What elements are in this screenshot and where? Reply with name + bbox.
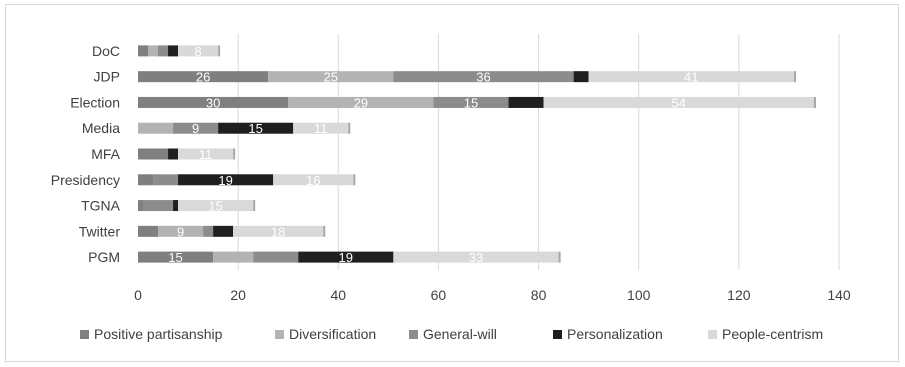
bar-segment [138,45,149,57]
data-label: 30 [206,95,220,110]
legend-swatch [275,330,284,339]
x-tick-label: 80 [531,287,547,303]
bar-segment [153,174,179,186]
data-label: 16 [306,173,320,188]
legend-swatch [708,330,717,339]
data-label: 11 [199,147,213,162]
data-label: 19 [339,250,353,265]
x-tick-label: 100 [627,287,651,303]
bar-segment [393,71,574,83]
bar-end-cap [253,200,256,212]
bar-segment [268,71,394,83]
bar-segment [508,96,544,108]
bar-segment [138,71,269,83]
data-label: 15 [248,121,262,136]
category-label: DoC [92,43,120,59]
data-label: 15 [168,250,182,265]
bar-segment [178,45,219,57]
category-label: JDP [94,69,120,85]
data-label: 11 [314,121,328,136]
category-label: Media [82,120,120,136]
category-label: PGM [88,249,120,265]
bar-segment [138,148,169,160]
legend-label: Diversification [289,326,376,342]
bar-end-cap [813,96,816,108]
bar-end-cap [353,174,356,186]
bar-segment [543,96,814,108]
data-label: 15 [208,199,222,214]
bar-segment [233,225,324,237]
legend-swatch [409,330,418,339]
category-label: Presidency [51,172,120,188]
bar-segment [178,148,234,160]
bar-segment [143,200,174,212]
data-label: 18 [271,224,285,239]
data-label: 36 [476,70,490,85]
bar-segment [293,122,349,134]
data-label: 8 [194,44,201,59]
bar-segment [173,200,179,212]
bar-segment [168,148,179,160]
x-tick-label: 20 [230,287,246,303]
bar-end-cap [323,225,326,237]
data-label: 9 [192,121,199,136]
bar-segment [433,96,509,108]
x-tick-label: 140 [827,287,851,303]
x-tick-label: 40 [330,287,346,303]
bar-segment [178,200,254,212]
bar-segment [138,200,144,212]
category-label: MFA [91,146,120,162]
bar-segment [273,174,354,186]
data-label: 15 [464,95,478,110]
legend-swatch [553,330,562,339]
category-label: Twitter [79,223,121,239]
legend-label: Positive partisanship [94,326,223,342]
bar-segment [573,71,589,83]
data-label: 41 [684,70,698,85]
bar-segment [288,96,434,108]
bar-segment [178,174,274,186]
legend-label: Personalization [567,326,663,342]
bar-segment [168,45,179,57]
bar-segment [138,251,214,263]
bar-end-cap [233,148,236,160]
data-label: 29 [354,95,368,110]
data-label: 25 [324,70,338,85]
data-label: 54 [672,95,686,110]
bar-segment [173,122,219,134]
bar-segment [138,225,159,237]
legend-label: People-centrism [722,326,823,342]
bar-end-cap [793,71,796,83]
bar-segment [138,122,174,134]
bar-segment [213,251,254,263]
data-label: 9 [177,224,184,239]
bar-segment [203,225,214,237]
x-tick-label: 120 [727,287,751,303]
category-label: Election [70,94,120,110]
legend-label: General-will [423,326,497,342]
bar-segment [298,251,394,263]
bar-segment [213,225,234,237]
bar-segment [148,45,159,57]
data-label: 33 [469,250,483,265]
bar-segment [138,174,154,186]
category-label: TGNA [81,198,121,214]
legend-swatch [80,330,89,339]
bar-end-cap [218,45,221,57]
x-tick-label: 60 [431,287,447,303]
bar-end-cap [348,122,351,134]
data-label: 26 [196,70,210,85]
bar-segment [588,71,794,83]
bar-end-cap [558,251,561,263]
bar-segment [138,96,289,108]
bar-segment [253,251,299,263]
bar-segment [393,251,559,263]
bar-segment [218,122,294,134]
bar-segment [158,45,169,57]
x-tick-label: 0 [134,287,142,303]
data-label: 19 [218,173,232,188]
bar-segment [158,225,204,237]
